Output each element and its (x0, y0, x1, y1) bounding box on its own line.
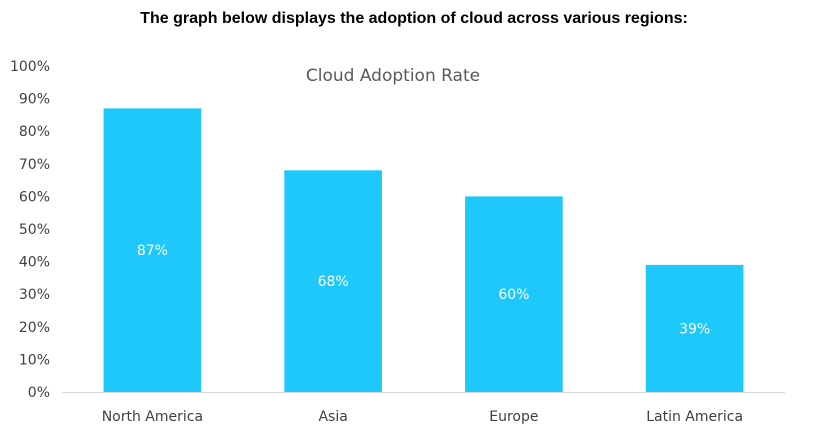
bar-europe (465, 196, 563, 392)
y-tick-label: 90% (19, 92, 50, 108)
x-tick-label: Latin America (646, 409, 743, 425)
data-labels: 87% 68% 60% 39% (137, 243, 710, 337)
y-tick-label: 40% (19, 255, 50, 271)
y-tick-label: 70% (19, 157, 50, 173)
data-label: 60% (498, 287, 529, 303)
data-label: 39% (679, 321, 710, 337)
data-label: 68% (318, 274, 349, 290)
bar-asia (284, 170, 382, 392)
y-tick-label: 100% (10, 59, 50, 75)
x-tick-label: Europe (489, 409, 538, 425)
y-tick-label: 50% (19, 222, 50, 238)
chart-title: Cloud Adoption Rate (306, 66, 480, 86)
y-tick-label: 0% (28, 385, 50, 401)
bar-latin-america (645, 264, 744, 392)
y-tick-label: 80% (19, 124, 50, 140)
x-axis: North America Asia Europe Latin America (102, 409, 743, 425)
bars (103, 108, 744, 392)
y-tick-label: 60% (19, 189, 50, 205)
y-tick-label: 20% (19, 320, 50, 336)
intro-text: The graph below displays the adoption of… (140, 10, 688, 27)
y-tick-label: 10% (19, 352, 50, 368)
bar-north-america (103, 108, 202, 392)
data-label: 87% (137, 243, 168, 259)
y-tick-label: 30% (19, 287, 50, 303)
y-axis: 0% 10% 20% 30% 40% 50% 60% 70% 80% 90% 100% (10, 59, 50, 401)
x-tick-label: North America (102, 409, 203, 425)
x-tick-label: Asia (318, 409, 347, 425)
